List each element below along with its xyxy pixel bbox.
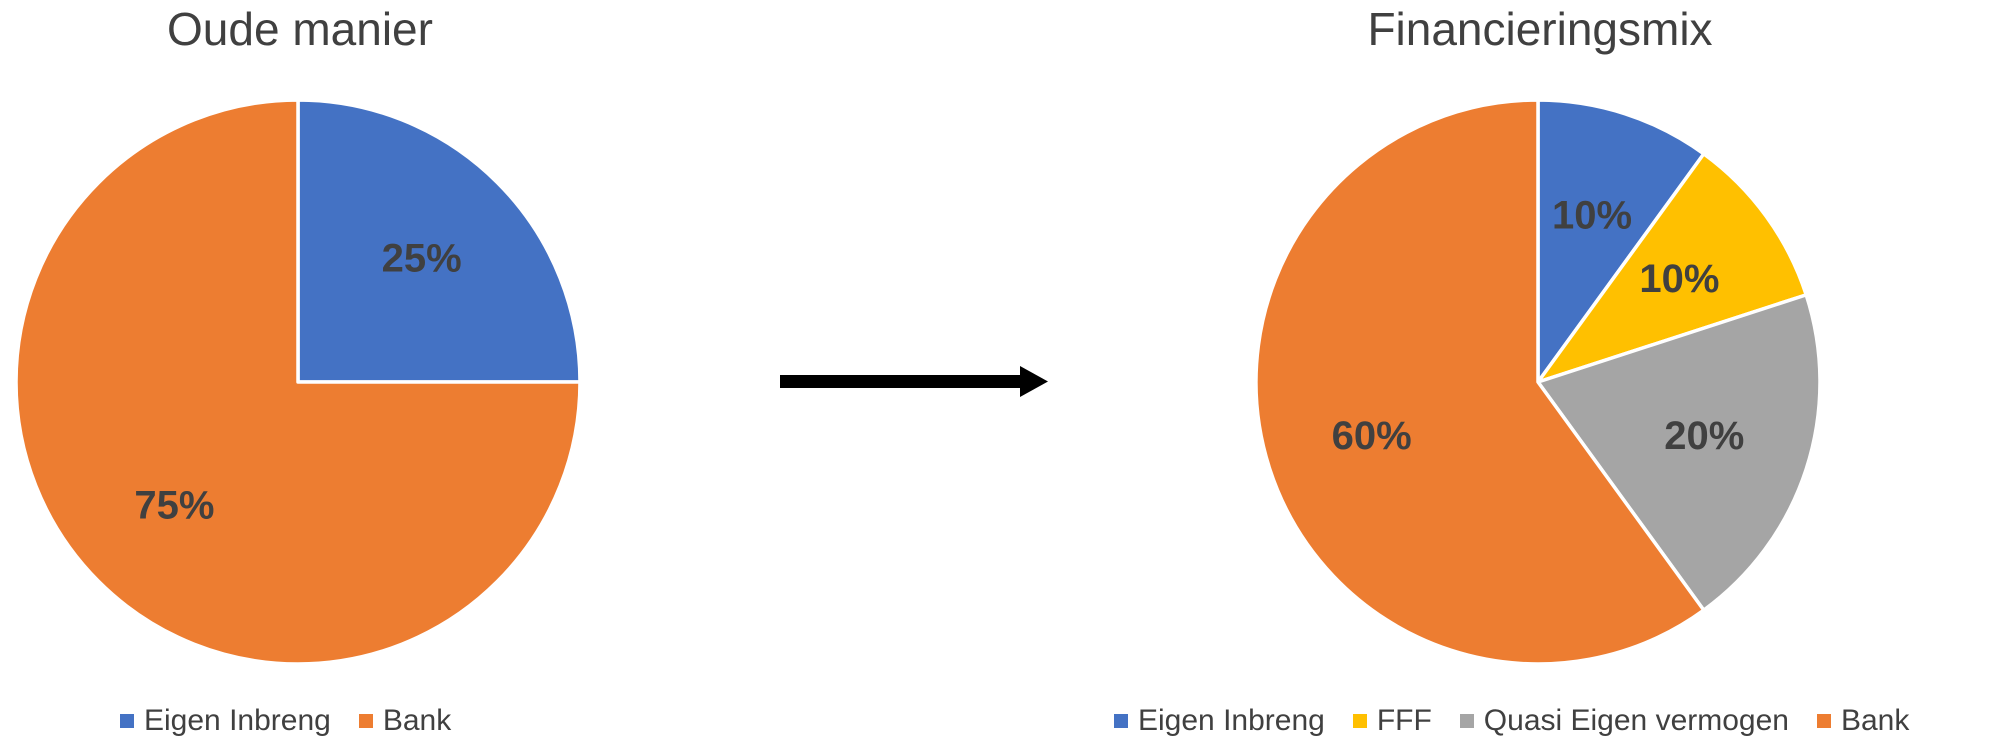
legend-swatch-fff	[1352, 714, 1367, 728]
legend-swatch-bank	[358, 714, 373, 728]
pie-slice-fff	[1536, 152, 1808, 384]
data-label-eigen-inbreng: 10%	[1552, 194, 1632, 238]
legend-label-bank: Bank	[382, 704, 452, 737]
legend-swatch-quasi-eigen-vermogen	[1459, 714, 1474, 728]
chart-title-left: Oude manier	[167, 3, 433, 55]
legend-swatch-bank	[1816, 714, 1831, 728]
legend-item-fff: FFF	[1352, 704, 1432, 738]
data-label-fff: 10%	[1639, 257, 1719, 301]
legend-item-quasi-eigen-vermogen: Quasi Eigen vermogen	[1459, 704, 1789, 738]
legend-label-eigen-inbreng: Eigen Inbreng	[144, 704, 331, 737]
legend-item-eigen-inbreng: Eigen Inbreng	[120, 704, 331, 738]
pie-chart-left: 25% 75%	[14, 98, 582, 666]
chart-title-right: Financieringsmix	[1367, 3, 1713, 55]
legend-item-bank: Bank	[1816, 704, 1910, 738]
pie-slice-bank	[1254, 98, 1706, 666]
legend-label-bank: Bank	[1840, 704, 1910, 737]
legend-swatch-eigen-inbreng	[1114, 714, 1128, 728]
legend-item-bank: Bank	[358, 704, 452, 738]
pie-slice-eigen-inbreng	[1536, 98, 1706, 384]
legend-label-fff: FFF	[1376, 704, 1432, 737]
legend-right: Eigen Inbreng FFF Quasi Eigen vermogen Bank	[1114, 704, 1909, 738]
data-label-bank: 60%	[1332, 414, 1412, 458]
right-arrow-icon	[780, 366, 1048, 397]
legend-item-eigen-inbreng: Eigen Inbreng	[1114, 704, 1325, 738]
pie-slice-quasi-eigen-vermogen	[1536, 293, 1822, 612]
data-label-eigen-inbreng: 25%	[382, 236, 462, 280]
pie-chart-right: 10%10% 20% 60%	[1254, 98, 1822, 666]
pie-slice-eigen-inbreng	[296, 98, 582, 384]
legend-label-eigen-inbreng: Eigen Inbreng	[1138, 704, 1325, 737]
legend-label-quasi-eigen-vermogen: Quasi Eigen vermogen	[1483, 704, 1789, 737]
pie-slice-bank	[14, 98, 582, 666]
legend-left: Eigen Inbreng Bank	[120, 704, 451, 738]
data-label-bank: 75%	[134, 484, 214, 528]
legend-swatch-eigen-inbreng	[120, 714, 134, 728]
data-label-quasi-eigen-vermogen: 20%	[1664, 414, 1744, 458]
